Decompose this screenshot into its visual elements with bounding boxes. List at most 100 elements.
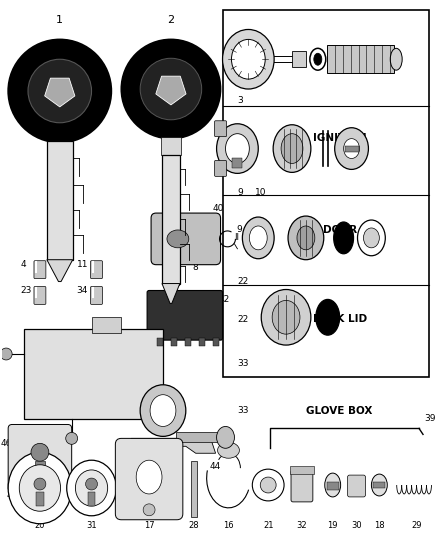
Ellipse shape xyxy=(136,460,162,494)
Bar xyxy=(292,51,306,67)
FancyBboxPatch shape xyxy=(147,290,223,340)
Text: 22: 22 xyxy=(237,277,249,286)
Ellipse shape xyxy=(140,385,186,437)
Text: 40: 40 xyxy=(213,204,224,213)
Ellipse shape xyxy=(344,139,360,158)
Bar xyxy=(157,338,163,346)
Ellipse shape xyxy=(19,465,60,511)
Text: GLOVE BOX: GLOVE BOX xyxy=(307,406,373,416)
Text: 31: 31 xyxy=(86,521,97,530)
Polygon shape xyxy=(45,78,75,107)
Text: IGNITION: IGNITION xyxy=(313,133,367,143)
Polygon shape xyxy=(131,438,215,453)
Polygon shape xyxy=(162,284,180,303)
Text: 16: 16 xyxy=(223,521,234,530)
Ellipse shape xyxy=(335,128,368,169)
Bar xyxy=(171,338,177,346)
Text: 2: 2 xyxy=(167,14,174,25)
Bar xyxy=(233,158,242,168)
Circle shape xyxy=(143,504,155,516)
Text: 9  10: 9 10 xyxy=(237,225,261,235)
Ellipse shape xyxy=(288,216,324,260)
Bar xyxy=(176,432,222,442)
Ellipse shape xyxy=(334,222,353,254)
Bar xyxy=(223,10,429,377)
Ellipse shape xyxy=(218,442,240,458)
Bar xyxy=(47,141,73,260)
Bar xyxy=(92,317,121,333)
Ellipse shape xyxy=(150,395,176,426)
Text: 22: 22 xyxy=(237,315,249,324)
Ellipse shape xyxy=(273,125,311,172)
Ellipse shape xyxy=(297,226,315,250)
Circle shape xyxy=(28,59,92,123)
Circle shape xyxy=(260,477,276,493)
Bar xyxy=(171,263,179,285)
Text: 18: 18 xyxy=(374,521,385,530)
FancyBboxPatch shape xyxy=(34,287,46,304)
Ellipse shape xyxy=(8,453,72,524)
Bar xyxy=(199,338,205,346)
Ellipse shape xyxy=(216,426,234,448)
Polygon shape xyxy=(47,260,73,281)
Ellipse shape xyxy=(325,473,341,497)
Text: 46: 46 xyxy=(0,439,12,448)
Ellipse shape xyxy=(223,29,274,89)
Text: 34: 34 xyxy=(77,286,88,295)
Text: 19: 19 xyxy=(328,521,338,530)
FancyBboxPatch shape xyxy=(348,475,365,497)
Text: DOOR: DOOR xyxy=(322,225,357,235)
Bar xyxy=(212,338,219,346)
FancyBboxPatch shape xyxy=(91,261,102,279)
Ellipse shape xyxy=(85,478,98,490)
FancyBboxPatch shape xyxy=(215,121,226,136)
Text: 45: 45 xyxy=(157,325,169,334)
Ellipse shape xyxy=(31,443,49,461)
Text: 28: 28 xyxy=(188,521,199,530)
Text: 11: 11 xyxy=(77,260,88,269)
Bar xyxy=(35,461,45,477)
Text: 1: 1 xyxy=(56,14,63,25)
Circle shape xyxy=(0,348,12,360)
Text: 8: 8 xyxy=(193,263,198,272)
Bar xyxy=(24,329,163,418)
Ellipse shape xyxy=(316,300,339,335)
Text: 33: 33 xyxy=(237,359,249,368)
Bar xyxy=(185,338,191,346)
FancyBboxPatch shape xyxy=(91,287,102,304)
Polygon shape xyxy=(156,76,186,105)
Text: 10: 10 xyxy=(255,188,267,197)
Bar xyxy=(290,466,314,474)
Circle shape xyxy=(8,39,111,143)
Bar xyxy=(327,45,394,73)
FancyBboxPatch shape xyxy=(34,261,46,279)
Text: 3: 3 xyxy=(237,133,243,142)
Text: DECK LID: DECK LID xyxy=(313,314,367,324)
Text: 21: 21 xyxy=(263,521,273,530)
Bar xyxy=(36,492,44,506)
Text: 9: 9 xyxy=(237,188,243,197)
Text: 20: 20 xyxy=(35,521,45,530)
Text: 32: 32 xyxy=(297,521,307,530)
Text: 42: 42 xyxy=(219,295,230,304)
FancyBboxPatch shape xyxy=(291,470,313,502)
Ellipse shape xyxy=(314,53,322,65)
Ellipse shape xyxy=(140,58,201,120)
Bar xyxy=(88,492,95,506)
Text: 29: 29 xyxy=(412,521,422,530)
Ellipse shape xyxy=(272,301,300,334)
Ellipse shape xyxy=(167,230,189,248)
FancyBboxPatch shape xyxy=(115,438,183,520)
Circle shape xyxy=(66,432,78,445)
Text: 33: 33 xyxy=(237,406,249,415)
Ellipse shape xyxy=(390,49,402,70)
Text: 43: 43 xyxy=(7,491,18,500)
Ellipse shape xyxy=(242,217,274,259)
Ellipse shape xyxy=(310,49,326,70)
FancyBboxPatch shape xyxy=(151,213,221,265)
Text: 23: 23 xyxy=(20,286,32,295)
Text: 3: 3 xyxy=(237,96,243,106)
Ellipse shape xyxy=(371,474,387,496)
Ellipse shape xyxy=(364,228,379,248)
FancyBboxPatch shape xyxy=(8,424,72,492)
